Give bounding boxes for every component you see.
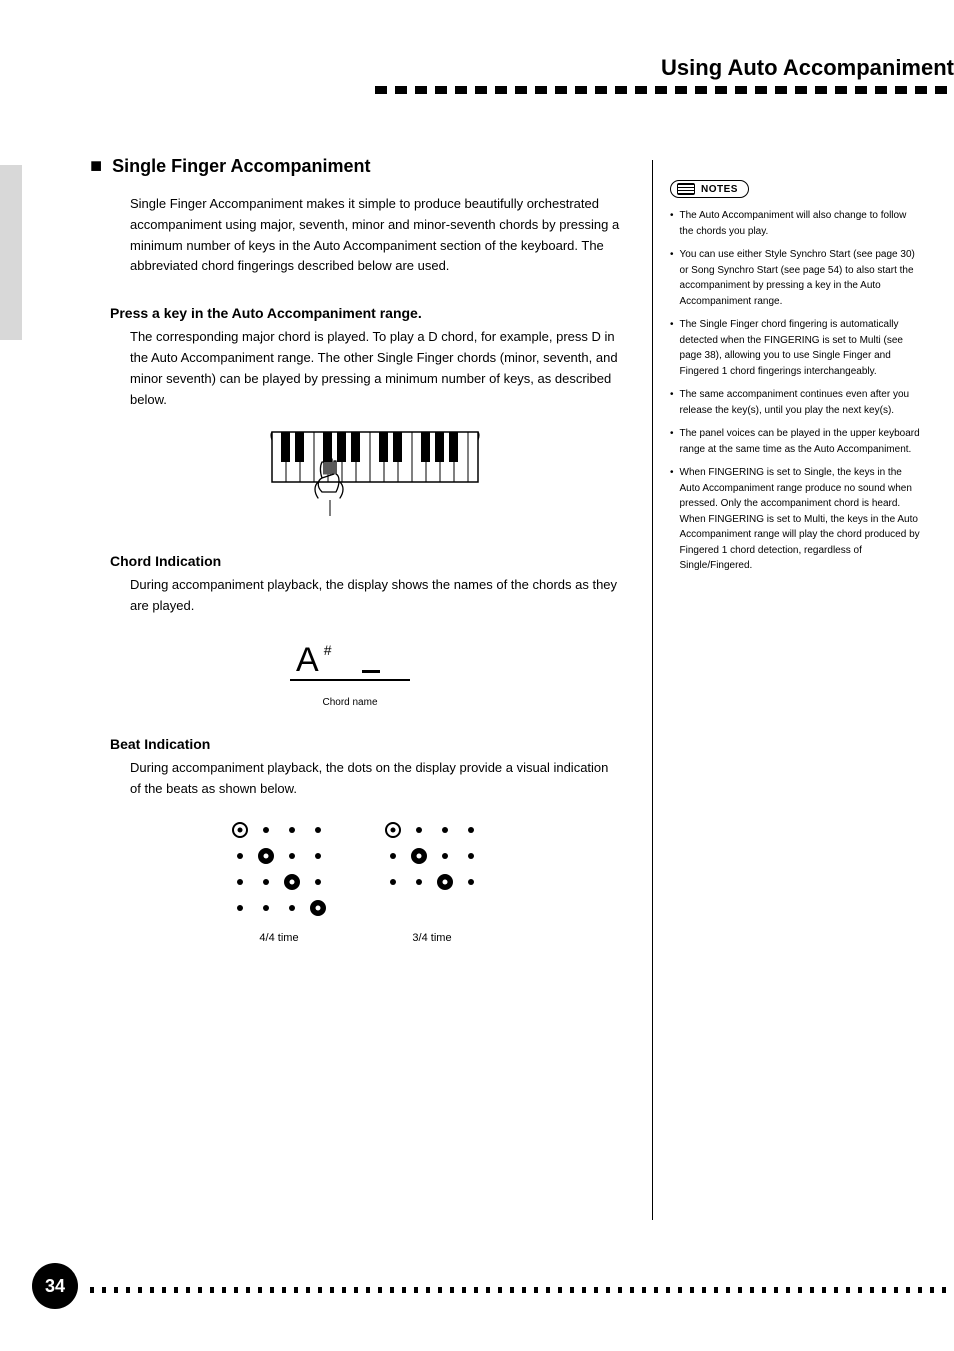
beat-dot	[315, 827, 321, 833]
header-rule	[375, 86, 954, 94]
note-bullet-marker: •	[670, 247, 674, 309]
beat-dot	[289, 853, 295, 859]
beat-3-4-label: 3/4 time	[412, 932, 451, 944]
beat-dot	[237, 879, 243, 885]
beat-dot	[289, 827, 295, 833]
note-item: •When FINGERING is set to Single, the ke…	[670, 465, 920, 574]
keyboard-figure	[270, 430, 470, 525]
beat-grid-3-4: 3/4 time	[383, 820, 481, 918]
beat-dot	[237, 853, 243, 859]
note-item: •The same accompaniment continues even a…	[670, 387, 920, 418]
beat-dot	[442, 827, 448, 833]
beat-dot	[263, 905, 269, 911]
beat-dot	[468, 827, 474, 833]
beat-4-4-label: 4/4 time	[259, 932, 298, 944]
beat-dot	[237, 905, 243, 911]
note-bullet-marker: •	[670, 426, 674, 457]
beat-indication-text: During accompaniment playback, the dots …	[90, 758, 620, 800]
beat-marker	[437, 874, 453, 890]
chord-indication-text: During accompaniment playback, the displ…	[90, 575, 620, 617]
page-header: Using Auto Accompaniment	[234, 55, 954, 81]
footer-rule	[90, 1287, 954, 1293]
press-key-text: The corresponding major chord is played.…	[90, 327, 620, 410]
section-bullet: ■	[90, 155, 102, 178]
beat-marker	[284, 874, 300, 890]
beat-dot	[390, 879, 396, 885]
note-text: When FINGERING is set to Single, the key…	[680, 465, 920, 574]
note-text: The Single Finger chord fingering is aut…	[680, 317, 920, 379]
notes-icon	[677, 183, 695, 195]
page-tab	[0, 165, 22, 340]
notes-box: NOTES •The Auto Accompaniment will also …	[670, 180, 920, 582]
note-item: •The panel voices can be played in the u…	[670, 426, 920, 457]
beat-dot	[416, 827, 422, 833]
sidebar-divider	[652, 160, 653, 1220]
notes-list: •The Auto Accompaniment will also change…	[670, 208, 920, 574]
intro-paragraph: Single Finger Accompaniment makes it sim…	[90, 194, 620, 277]
section-title: ■ Single Finger Accompaniment	[90, 155, 620, 178]
beat-dot	[263, 879, 269, 885]
lcd-caption: Chord name	[290, 697, 410, 708]
beat-grid-4-4: 4/4 time	[230, 820, 328, 918]
note-item: •You can use either Style Synchro Start …	[670, 247, 920, 309]
lcd-sharp: #	[324, 643, 335, 657]
beat-figure: 4/4 time 3/4 time	[230, 820, 620, 918]
beat-marker	[232, 822, 248, 838]
beat-indication-heading: Beat Indication	[90, 736, 620, 752]
beat-dot	[315, 879, 321, 885]
beat-dot	[468, 879, 474, 885]
note-bullet-marker: •	[670, 387, 674, 418]
main-content-column: ■ Single Finger Accompaniment Single Fin…	[90, 155, 620, 938]
beat-dot	[315, 853, 321, 859]
note-bullet-marker: •	[670, 317, 674, 379]
note-bullet-marker: •	[670, 465, 674, 574]
note-item: •The Single Finger chord fingering is au…	[670, 317, 920, 379]
beat-dot	[468, 853, 474, 859]
chord-indication-section: Chord Indication During accompaniment pl…	[90, 553, 620, 708]
press-key-section: Press a key in the Auto Accompaniment ra…	[90, 305, 620, 525]
beat-dot	[390, 853, 396, 859]
beat-marker	[310, 900, 326, 916]
note-text: The same accompaniment continues even af…	[680, 387, 920, 418]
section-title-text: Single Finger Accompaniment	[112, 156, 370, 177]
chord-indication-heading: Chord Indication	[90, 553, 620, 569]
beat-dot	[416, 879, 422, 885]
note-text: The panel voices can be played in the up…	[680, 426, 920, 457]
note-text: You can use either Style Synchro Start (…	[680, 247, 920, 309]
page-number: 34	[32, 1263, 78, 1309]
beat-marker	[258, 848, 274, 864]
keyboard-illustration	[270, 430, 480, 520]
beat-marker	[411, 848, 427, 864]
beat-dot	[263, 827, 269, 833]
notes-badge-label: NOTES	[701, 184, 738, 195]
lcd-chord-display: A#	[290, 643, 380, 677]
beat-indication-section: Beat Indication During accompaniment pla…	[90, 736, 620, 918]
note-item: •The Auto Accompaniment will also change…	[670, 208, 920, 239]
lcd-figure: A#	[290, 629, 410, 687]
lcd-underline	[290, 679, 410, 681]
note-bullet-marker: •	[670, 208, 674, 239]
beat-dot	[289, 905, 295, 911]
notes-badge: NOTES	[670, 180, 749, 198]
press-key-heading: Press a key in the Auto Accompaniment ra…	[90, 305, 620, 321]
note-text: The Auto Accompaniment will also change …	[680, 208, 920, 239]
lcd-bar	[362, 670, 380, 673]
beat-dot	[442, 853, 448, 859]
beat-marker	[385, 822, 401, 838]
lcd-value: A	[296, 643, 322, 677]
